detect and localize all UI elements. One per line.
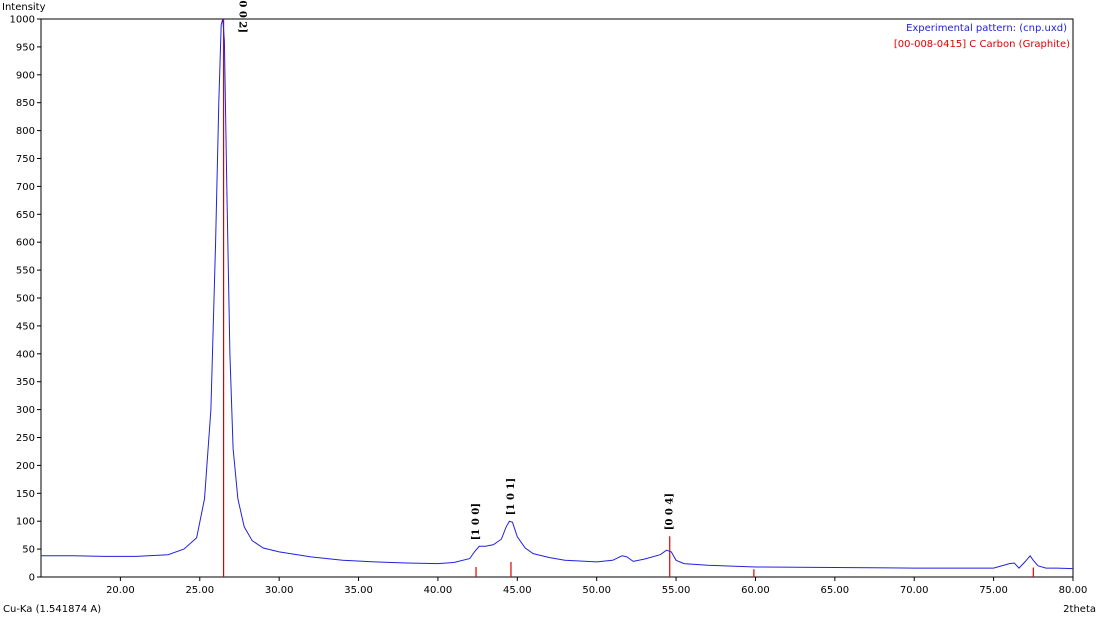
legend-reference: [00-008-0415] C Carbon (Graphite): [894, 39, 1070, 50]
y-tick-label: 400: [16, 349, 35, 360]
x-tick-label: 40.00: [424, 585, 453, 596]
hkl-label: [0 0 2]: [237, 0, 248, 33]
y-tick-label: 450: [16, 321, 35, 332]
y-tick-label: 200: [16, 461, 35, 472]
hkl-label: [1 0 0]: [471, 503, 482, 540]
y-axis: 0 50 100 150 200 250 300 350 400 450 500 550 600 650 7…: [10, 15, 41, 584]
hkl-label: [0 0 4]: [665, 493, 676, 530]
x-tick-label: 80.00: [1059, 585, 1088, 596]
y-tick-label: 900: [16, 70, 35, 81]
plot-area: [40, 18, 1074, 578]
y-tick-label: 800: [16, 126, 35, 137]
wavelength-label: Cu-Ka (1.541874 A): [3, 604, 101, 615]
y-tick-label: 350: [16, 377, 35, 388]
y-tick-label: 300: [16, 405, 35, 416]
x-axis-title: 2theta: [1063, 604, 1096, 615]
y-tick-label: 750: [16, 154, 35, 165]
y-tick-label: 1000: [10, 15, 35, 26]
x-tick-label: 65.00: [821, 585, 850, 596]
y-axis-title: Intensity: [2, 2, 46, 13]
x-tick-label: 45.00: [503, 585, 532, 596]
reference-lines: [222, 19, 1034, 577]
hkl-labels: [0 0 2] [1 0 0] [1 0 1] [0 0 4]: [237, 0, 676, 540]
experimental-pattern-line: [41, 18, 1074, 570]
x-tick-label: 25.00: [185, 585, 214, 596]
hkl-label: [1 0 1]: [506, 478, 517, 515]
x-tick-label: 35.00: [344, 585, 373, 596]
x-axis: 20.00 25.00 30.00 35.00 40.00 45.00 50.00 55.00…: [106, 577, 1087, 596]
x-tick-label: 50.00: [582, 585, 611, 596]
y-tick-label: 150: [16, 489, 35, 500]
y-tick-label: 100: [16, 517, 35, 528]
y-tick-label: 50: [22, 545, 35, 556]
x-tick-label: 60.00: [741, 585, 770, 596]
y-tick-label: 250: [16, 433, 35, 444]
legend-experimental: Experimental pattern: (cnp.uxd): [906, 23, 1067, 34]
y-tick-label: 0: [29, 573, 35, 584]
y-tick-label: 600: [16, 238, 35, 249]
y-tick-label: 500: [16, 294, 35, 305]
y-tick-label: 850: [16, 98, 35, 109]
y-tick-label: 950: [16, 42, 35, 53]
x-tick-label: 30.00: [265, 585, 294, 596]
x-tick-label: 20.00: [106, 585, 135, 596]
x-tick-label: 55.00: [662, 585, 691, 596]
y-tick-label: 700: [16, 182, 35, 193]
x-tick-label: 75.00: [979, 585, 1008, 596]
x-tick-label: 70.00: [900, 585, 929, 596]
y-tick-label: 550: [16, 266, 35, 277]
y-tick-label: 650: [16, 210, 35, 221]
